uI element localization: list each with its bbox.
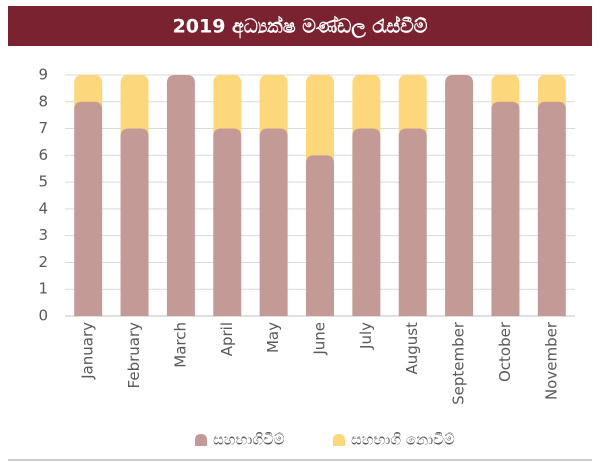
x-tick-label: September [450,321,468,405]
y-tick-label: 8 [38,92,48,110]
y-tick-label: 2 [38,253,48,271]
bar-segment [352,128,381,316]
bar-segment [166,75,195,316]
bar-segment [537,101,566,317]
x-tick-label: August [403,322,421,375]
legend-label: සහභාගි නොවීම් [351,431,455,449]
y-tick-label: 7 [38,119,48,137]
bar-segment [398,75,427,137]
y-tick-label: 6 [38,146,48,164]
bar-segment [491,101,520,317]
bar-segment [259,128,288,316]
x-tick-label: March [171,322,189,368]
x-tick-label: June [311,322,329,356]
y-tick-label: 3 [38,226,48,244]
bar-segment [352,75,381,137]
title-banner [8,6,592,46]
bar-segment [537,75,566,110]
x-tick-label: November [542,321,560,400]
x-tick-label: October [496,321,514,382]
bar-segment [74,75,103,110]
x-tick-label: January [79,322,97,380]
bar-segment [445,75,474,316]
y-tick-label: 0 [38,307,48,325]
x-tick-label: July [357,322,375,350]
y-tick-label: 1 [38,280,48,298]
bar-segment [213,75,242,137]
bar-segment [74,101,103,317]
legend-swatch [195,434,207,446]
legend-swatch [333,434,345,446]
bar-segment [491,75,520,110]
y-tick-label: 4 [38,199,48,217]
bar-segment [120,75,149,137]
chart-title: 2019 අධ්‍යක්ෂ මණ්ඩල රැස්වීම් [173,15,428,39]
bar-segment [306,75,334,164]
bar-segment [306,155,334,316]
bar-segment [259,75,288,137]
bar-segment [120,128,149,316]
x-tick-label: February [125,322,143,389]
x-tick-label: May [264,322,282,353]
bar-segment [398,128,427,316]
y-tick-label: 5 [38,173,48,191]
legend-label: සහභාගිවීම් [213,431,285,449]
x-tick-label: April [218,322,236,356]
bar-segment [213,128,242,316]
y-tick-label: 9 [38,66,48,84]
